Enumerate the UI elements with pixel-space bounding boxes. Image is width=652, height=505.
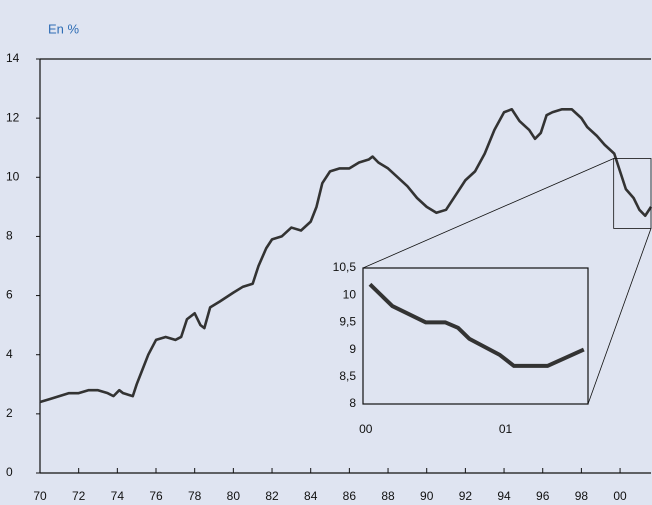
y-tick-label: 12 [6,110,20,124]
x-tick-label: 82 [265,489,279,503]
x-tick-label: 96 [536,489,550,503]
x-tick-label: 76 [149,489,163,503]
y-tick-label: 0 [6,465,13,479]
x-tick-label: 70 [33,489,47,503]
x-tick-label: 78 [188,489,202,503]
x-tick-label: 94 [497,489,511,503]
y-tick-label: 10 [343,287,357,301]
x-tick-label: 84 [304,489,318,503]
y-tick-label: 9 [349,342,356,356]
data-line [39,107,652,404]
x-tick-label: 92 [459,489,473,503]
x-tick-label: 86 [343,489,357,503]
y-tick-label: 8 [349,396,356,410]
inset-frame [362,267,589,405]
x-tick-label: 00 [359,422,373,436]
y-tick-label: 8,5 [339,369,356,383]
y-tick-label: 6 [6,288,13,302]
y-tick-label: 10,5 [333,260,357,274]
x-tick-label: 88 [381,489,395,503]
y-tick-label: 10 [6,169,20,183]
y-tick-label: 8 [6,229,13,243]
data-line [368,282,585,368]
y-tick-label: 14 [6,51,20,65]
x-tick-label: 00 [613,489,627,503]
zoom-connector [362,158,614,269]
y-tick-label: 4 [6,347,13,361]
unit-label: En % [48,21,80,36]
x-tick-label: 80 [227,489,241,503]
x-tick-label: 90 [420,489,434,503]
zoom-box [613,158,652,229]
y-tick-label: 2 [6,406,13,420]
zoom-connector [587,228,652,405]
y-tick-label: 9,5 [339,315,356,329]
x-tick-label: 98 [575,489,589,503]
x-tick-label: 74 [111,489,125,503]
x-tick-label: 01 [499,422,513,436]
x-tick-label: 72 [72,489,86,503]
